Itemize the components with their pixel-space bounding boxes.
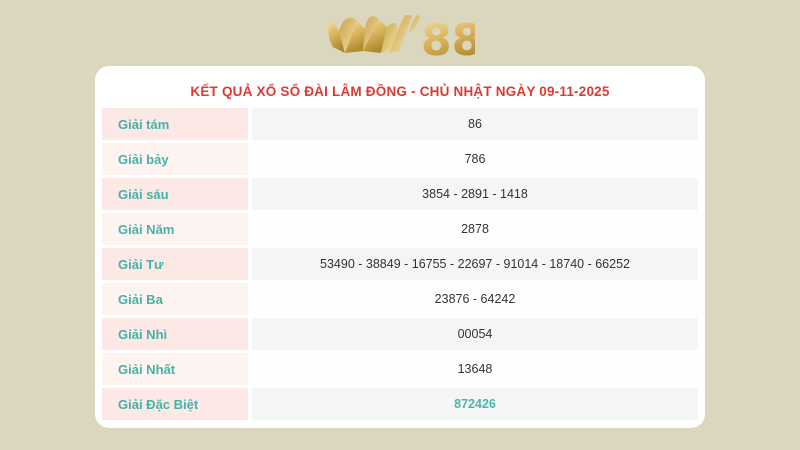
prize-value: 00054 xyxy=(252,318,698,350)
results-title: KẾT QUẢ XỔ SỐ ĐÀI LÂM ĐỒNG - CHỦ NHẬT NG… xyxy=(190,83,610,99)
prize-value: 786 xyxy=(252,143,698,175)
prize-value: 2878 xyxy=(252,213,698,245)
header: 88 xyxy=(0,0,800,62)
prize-value: 13648 xyxy=(252,353,698,385)
table-row: Giải Đặc Biệt 872426 xyxy=(102,388,698,420)
table-row: Giải tám 86 xyxy=(102,108,698,140)
prize-label: Giải Tư xyxy=(102,248,248,280)
results-card: KẾT QUẢ XỔ SỐ ĐÀI LÂM ĐỒNG - CHỦ NHẬT NG… xyxy=(95,66,705,428)
table-row: Giải Nhì 00054 xyxy=(102,318,698,350)
prize-label: Giải Ba xyxy=(102,283,248,315)
prize-label: Giải Nhì xyxy=(102,318,248,350)
prize-label: Giải Đặc Biệt xyxy=(102,388,248,420)
prize-label: Giải Năm xyxy=(102,213,248,245)
table-row: Giải bảy 786 xyxy=(102,143,698,175)
prize-value: 3854 - 2891 - 1418 xyxy=(252,178,698,210)
w-mark-icon xyxy=(328,15,420,53)
table-row: Giải Năm 2878 xyxy=(102,213,698,245)
prize-label: Giải bảy xyxy=(102,143,248,175)
prize-label: Giải Nhất xyxy=(102,353,248,385)
results-table: Giải tám 86 Giải bảy 786 Giải sáu 3854 -… xyxy=(102,108,698,420)
logo-88-text: 88 xyxy=(421,15,475,61)
table-row: Giải Nhất 13648 xyxy=(102,353,698,385)
w88-logo[interactable]: 88 xyxy=(325,7,475,61)
prize-value: 872426 xyxy=(252,388,698,420)
prize-label: Giải sáu xyxy=(102,178,248,210)
prize-label: Giải tám xyxy=(102,108,248,140)
table-row: Giải sáu 3854 - 2891 - 1418 xyxy=(102,178,698,210)
table-row: Giải Ba 23876 - 64242 xyxy=(102,283,698,315)
table-row: Giải Tư 53490 - 38849 - 16755 - 22697 - … xyxy=(102,248,698,280)
prize-value: 53490 - 38849 - 16755 - 22697 - 91014 - … xyxy=(252,248,698,280)
prize-value: 23876 - 64242 xyxy=(252,283,698,315)
prize-value: 86 xyxy=(252,108,698,140)
